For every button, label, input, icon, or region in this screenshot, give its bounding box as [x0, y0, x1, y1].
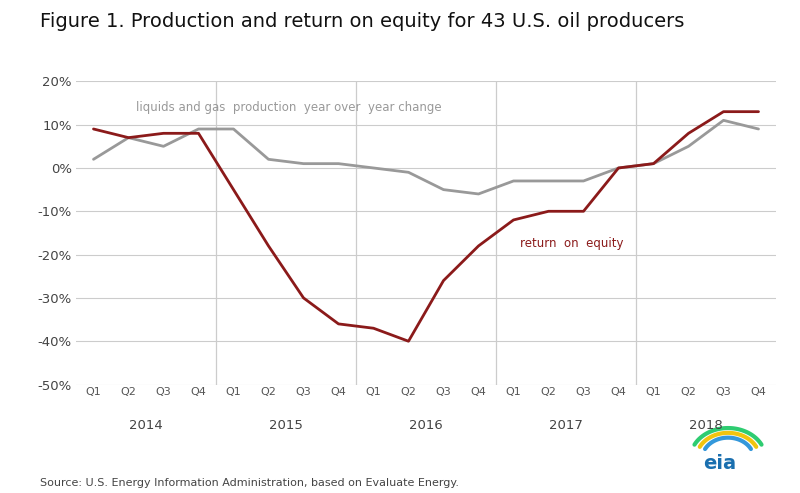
Text: 2018: 2018 [689, 419, 723, 432]
Text: 2015: 2015 [269, 419, 303, 432]
Text: 2017: 2017 [549, 419, 583, 432]
Text: liquids and gas  production  year over  year change: liquids and gas production year over yea… [135, 101, 441, 114]
Text: return  on  equity: return on equity [521, 237, 624, 250]
Text: Figure 1. Production and return on equity for 43 U.S. oil producers: Figure 1. Production and return on equit… [40, 12, 684, 32]
Text: Source: U.S. Energy Information Administration, based on Evaluate Energy.: Source: U.S. Energy Information Administ… [40, 478, 459, 488]
Text: 2016: 2016 [409, 419, 443, 432]
Text: eia: eia [703, 454, 737, 473]
Text: 2014: 2014 [129, 419, 163, 432]
